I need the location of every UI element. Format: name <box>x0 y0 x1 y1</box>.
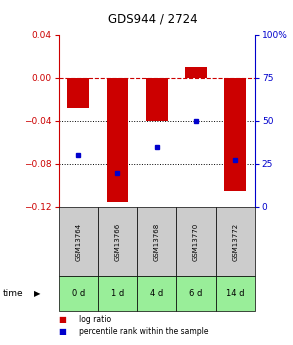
Text: 1 d: 1 d <box>111 289 124 298</box>
Text: 4 d: 4 d <box>150 289 163 298</box>
Text: time: time <box>3 289 23 298</box>
Text: GSM13764: GSM13764 <box>75 223 81 260</box>
Text: ▶: ▶ <box>34 289 40 298</box>
Text: ■: ■ <box>59 327 67 336</box>
Text: GSM13766: GSM13766 <box>115 223 120 260</box>
Text: percentile rank within the sample: percentile rank within the sample <box>79 327 209 336</box>
Bar <box>176 207 216 276</box>
Bar <box>59 207 98 276</box>
Text: log ratio: log ratio <box>79 315 111 324</box>
Text: GSM13772: GSM13772 <box>232 223 238 260</box>
Text: GDS944 / 2724: GDS944 / 2724 <box>108 12 197 25</box>
Bar <box>224 78 246 191</box>
Text: 0 d: 0 d <box>71 289 85 298</box>
Text: GSM13770: GSM13770 <box>193 223 199 260</box>
Bar <box>67 78 89 108</box>
Bar <box>176 276 216 310</box>
Bar <box>216 276 255 310</box>
Bar <box>98 207 137 276</box>
Bar <box>59 276 98 310</box>
Bar <box>98 276 137 310</box>
Bar <box>185 67 207 78</box>
Bar <box>146 78 168 121</box>
Bar <box>216 207 255 276</box>
Bar <box>107 78 128 201</box>
Text: 6 d: 6 d <box>189 289 203 298</box>
Bar <box>137 276 176 310</box>
Text: GSM13768: GSM13768 <box>154 223 160 260</box>
Text: 14 d: 14 d <box>226 289 245 298</box>
Bar <box>137 207 176 276</box>
Text: ■: ■ <box>59 315 67 324</box>
